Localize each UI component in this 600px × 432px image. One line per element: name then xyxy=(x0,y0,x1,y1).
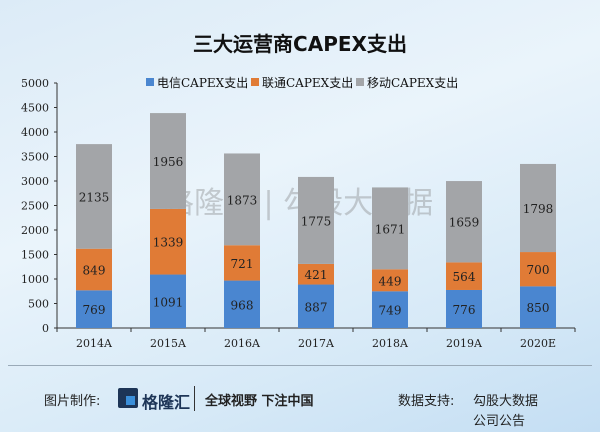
data-label: 421 xyxy=(305,268,328,282)
stacked-bar-chart: 0 500 1000 1500 2000 2500 3000 3500 4000 4500 5000… xyxy=(21,76,576,350)
y-tick-label: 3500 xyxy=(21,151,49,164)
bar-segment xyxy=(520,252,556,287)
legend-label: 电信CAPEX支出 xyxy=(157,76,248,90)
bar-segment xyxy=(372,269,408,292)
data-source-2: 公司公告 xyxy=(473,414,526,429)
bar-segment xyxy=(372,291,408,328)
footer-divider xyxy=(8,365,592,366)
data-label: 1091 xyxy=(153,295,184,309)
bar-segment xyxy=(298,284,334,328)
logo-text: 格隆汇 xyxy=(142,393,191,412)
x-tick-label: 2015A xyxy=(150,337,187,350)
data-label: 1659 xyxy=(449,216,480,230)
data-support-label: 数据支持: xyxy=(398,394,455,409)
y-tick-label: 5000 xyxy=(21,77,49,90)
data-label: 887 xyxy=(305,300,328,314)
legend-swatch xyxy=(251,78,259,86)
y-tick-label: 1000 xyxy=(21,273,49,286)
data-label: 849 xyxy=(83,264,106,278)
bar-segment xyxy=(372,187,408,270)
legend-swatch xyxy=(356,78,364,86)
bar-segment xyxy=(150,274,186,328)
data-label: 721 xyxy=(231,257,254,271)
bar-segment xyxy=(298,263,334,285)
bar-segment xyxy=(446,262,482,290)
x-tick-label: 2020E xyxy=(520,337,556,350)
data-label: 700 xyxy=(527,263,550,277)
x-tick-label: 2017A xyxy=(298,337,335,350)
legend-label: 联通CAPEX支出 xyxy=(262,76,353,90)
data-label: 968 xyxy=(231,298,254,312)
bar-segment xyxy=(150,208,186,275)
y-tick-label: 2000 xyxy=(21,224,49,237)
data-label: 749 xyxy=(379,304,402,318)
bar-segment xyxy=(298,176,334,264)
legend-swatch xyxy=(146,78,154,86)
y-tick-label: 2500 xyxy=(21,200,49,213)
data-source-1: 勾股大数据 xyxy=(473,394,539,409)
bar-segment xyxy=(520,163,556,253)
data-label: 776 xyxy=(453,303,476,317)
y-tick-label: 1500 xyxy=(21,249,49,262)
data-label: 1671 xyxy=(375,222,406,236)
y-tick-label: 0 xyxy=(42,322,49,335)
y-tick-label: 4000 xyxy=(21,126,49,139)
data-label: 1339 xyxy=(153,236,184,250)
bar-segment xyxy=(76,144,112,249)
bar-segment xyxy=(224,153,260,246)
bar-segment xyxy=(224,245,260,281)
x-tick-label: 2018A xyxy=(372,337,409,350)
data-label: 1873 xyxy=(227,193,258,207)
data-label: 850 xyxy=(527,301,550,315)
legend-label: 移动CAPEX支出 xyxy=(367,76,458,90)
y-tick-label: 3000 xyxy=(21,175,49,188)
bar-segment xyxy=(446,289,482,328)
x-tick-label: 2016A xyxy=(224,337,261,350)
bar-segment xyxy=(76,290,112,328)
chart-title: 三大运营商CAPEX支出 xyxy=(193,32,407,56)
made-by-label: 图片制作: xyxy=(44,394,101,409)
bar-segment xyxy=(224,280,260,328)
data-label: 2135 xyxy=(79,190,110,204)
footer-vertical-divider xyxy=(194,386,195,411)
y-tick-label: 4500 xyxy=(21,102,49,115)
data-label: 769 xyxy=(83,303,106,317)
data-label: 1956 xyxy=(153,155,184,169)
bar-segment xyxy=(446,181,482,263)
data-label: 449 xyxy=(379,274,402,288)
bar-segment xyxy=(76,248,112,291)
data-label: 1798 xyxy=(523,202,554,216)
bar-segment xyxy=(520,286,556,328)
data-label: 564 xyxy=(453,270,476,284)
x-tick-label: 2014A xyxy=(76,337,113,350)
x-tick-label: 2019A xyxy=(446,337,483,350)
data-label: 1775 xyxy=(301,214,332,228)
y-tick-label: 500 xyxy=(28,298,49,311)
gelonghui-logo-icon xyxy=(118,388,138,408)
slogan: 全球视野 下注中国 xyxy=(205,394,314,409)
bar-segment xyxy=(150,113,186,209)
